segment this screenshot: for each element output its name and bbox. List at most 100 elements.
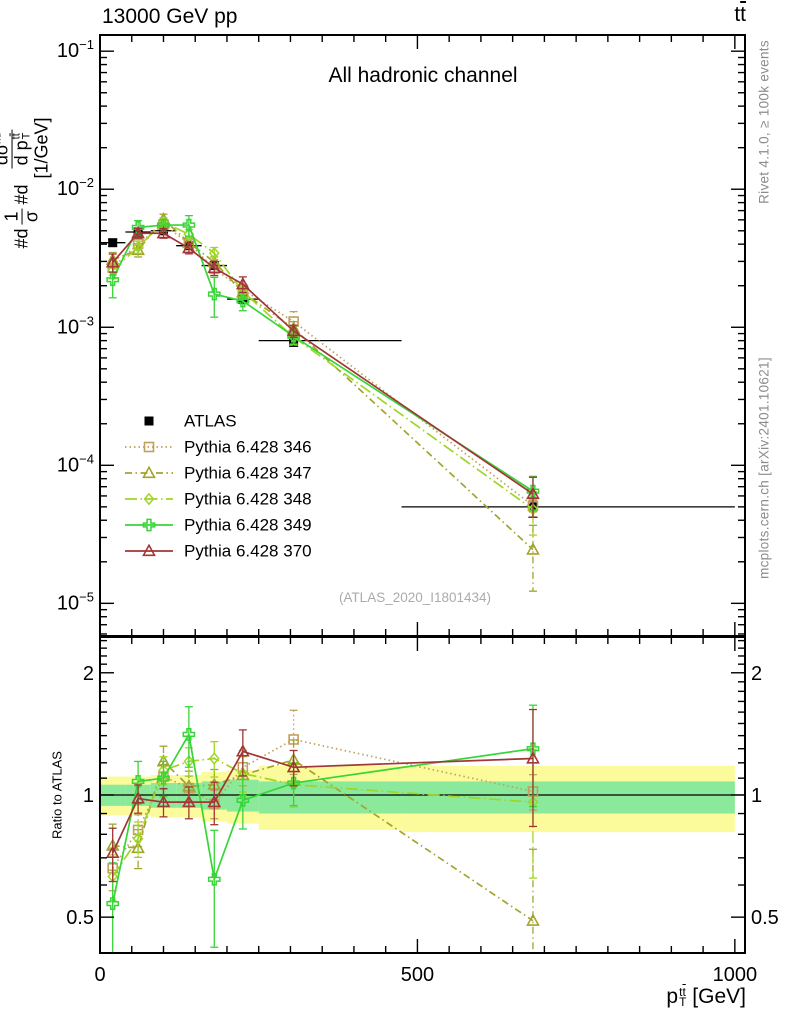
y-axis-prefix-1: #d	[11, 228, 32, 249]
data-point-pythia-6-428-349	[106, 273, 120, 287]
legend-marker	[143, 441, 155, 453]
ratio-point-pythia-6-428-370	[105, 845, 120, 858]
data-point-pythia-6-428-370	[286, 323, 301, 337]
fraction-numerator: 1	[2, 208, 23, 225]
ratio-point-pythia-6-428-349	[131, 775, 145, 788]
legend-label: Pythia 6.428 349	[184, 516, 312, 535]
series-ratio-pythia-6-428-370	[105, 708, 540, 883]
ratio-point-pythia-6-428-370	[182, 794, 196, 808]
ratio-line-pythia-6-428-347	[112, 758, 534, 922]
beam-energy-text: 13000 GeV pp	[102, 5, 238, 28]
data-point-pythia-6-428-370	[156, 225, 171, 239]
ratio-line-pythia-6-428-346	[111, 738, 534, 869]
data-point-pythia-6-428-348	[132, 240, 144, 254]
series-top-pythia-6-428-348	[107, 216, 539, 536]
series-line-pythia-6-428-370	[112, 232, 534, 495]
legend-marker	[142, 543, 156, 557]
ratio-point-pythia-6-428-370	[235, 744, 250, 757]
ratio-uncertainty-bands	[100, 765, 735, 833]
legend-item-pythia-6-428-347: Pythia 6.428 347	[125, 464, 312, 483]
data-point-pythia-6-428-370	[182, 240, 196, 254]
ratio-tick-label-left: 2	[83, 663, 94, 685]
y-tick-label: 10−3	[57, 313, 94, 338]
ratio-point-pythia-6-428-349	[207, 872, 221, 886]
y-tick-label: 10−4	[57, 451, 94, 476]
fraction-dsigma-dpt: dσnd d p tt T [1/GeV]	[0, 117, 52, 180]
analysis-id-text: (ATLAS_2020_I1801434)	[338, 590, 492, 605]
pt-sub-sup-stack: tt T	[679, 984, 687, 1010]
dsigma-text: dσ	[0, 143, 12, 166]
data-point-pythia-6-428-349	[236, 294, 250, 308]
legend-item-pythia-6-428-349: Pythia 6.428 349	[125, 516, 312, 535]
ratio-point-pythia-6-428-347	[526, 913, 540, 926]
series-line-pythia-6-428-349	[111, 224, 534, 492]
dpt-text: d p	[11, 140, 32, 166]
ratio-point-pythia-6-428-349	[287, 776, 300, 790]
pt-superscript: tt	[679, 984, 686, 999]
ratio-point-pythia-6-428-348	[208, 752, 220, 765]
process-title: tt	[734, 3, 746, 27]
green-band-bin	[401, 781, 735, 814]
analysis-channel-title: All hadronic channel	[328, 64, 517, 88]
x-axis-units: [GeV]	[692, 985, 746, 1008]
ratio-point-pythia-6-428-348	[132, 832, 144, 846]
series-line-pythia-6-428-348	[112, 221, 534, 510]
beam-energy-title: 13000 GeV pp	[102, 5, 237, 29]
legend-label: Pythia 6.428 347	[184, 464, 312, 483]
analysis-id-watermark: (ATLAS_2020_I1801434)	[339, 590, 491, 605]
series-top-pythia-6-428-347	[105, 211, 540, 592]
legend-marker	[142, 465, 156, 479]
fraction-denominator: σ	[21, 210, 42, 223]
pt-subscript: T	[679, 995, 687, 1010]
series-line-pythia-6-428-347	[112, 218, 534, 551]
legend-marker	[143, 492, 155, 506]
legend-marker	[142, 518, 156, 532]
ratio-line-pythia-6-428-349	[111, 731, 534, 904]
ratio-point-pythia-6-428-370	[526, 751, 540, 764]
legend-label: Pythia 6.428 346	[184, 438, 312, 457]
data-point-pythia-6-428-349	[182, 218, 196, 232]
rivet-version-note: Rivet 4.1.0, ≥ 100k events	[757, 40, 772, 204]
ratio-axis-title: Ratio to ATLAS	[50, 751, 65, 839]
data-point-pythia-6-428-349	[207, 287, 221, 301]
data-point-pythia-6-428-370	[105, 255, 120, 268]
y-axis-prefix-2: #d	[11, 184, 32, 205]
ratio-line-pythia-6-428-348	[111, 757, 534, 877]
atlas-data-point	[108, 238, 118, 248]
data-point-pythia-6-428-370	[526, 486, 540, 500]
y-tick-label: 10−2	[57, 175, 94, 200]
sup-tbar: t	[682, 984, 686, 999]
x-tick-label: 0	[94, 964, 105, 986]
pt-sub-sup-stack: tt T	[11, 133, 33, 140]
y-tick-label: 10−1	[57, 37, 94, 62]
x-tick-label: 500	[401, 964, 434, 986]
ratio-tick-label-right: 0.5	[751, 907, 779, 929]
x-tick-label: 1000	[713, 964, 758, 986]
series-top-pythia-6-428-346	[107, 219, 539, 513]
ratio-point-pythia-6-428-370	[286, 759, 301, 773]
fraction-denominator: d p tt T	[11, 131, 33, 168]
data-point-pythia-6-428-370	[131, 225, 145, 239]
y-axis-title: #d 1 σ #d dσnd d p tt T [1/GeV]	[0, 117, 52, 249]
legend-marker	[144, 416, 154, 426]
legend: ATLAS Pythia 6.428 346 Pythia 6.428 347 Pyt…	[125, 412, 312, 561]
ratio-tick-label-left: 0.5	[66, 907, 94, 929]
ratio-tick-label-left: 1	[83, 785, 94, 807]
legend-item-pythia-6-428-370: Pythia 6.428 370	[125, 542, 312, 561]
x-axis-title: p tt T [GeV]	[666, 985, 746, 1009]
mcplots-arxiv-note: mcplots.cern.ch [arXiv:2401.10621]	[757, 357, 772, 579]
ratio-point-pythia-6-428-349	[106, 897, 120, 910]
ratio-point-pythia-6-428-370	[131, 791, 145, 804]
data-point-pythia-6-428-348	[208, 246, 220, 260]
series-top-pythia-6-428-370	[105, 225, 540, 518]
data-point-pythia-6-428-347	[526, 542, 540, 555]
process-tbar: t	[740, 3, 746, 26]
ratio-point-pythia-6-428-370	[156, 794, 171, 808]
ratio-point-pythia-6-428-349	[236, 793, 250, 807]
data-point-pythia-6-428-370	[235, 276, 250, 290]
analysis-channel-text: All hadronic channel	[328, 64, 518, 87]
dsigma-superscript: nd	[0, 132, 4, 144]
